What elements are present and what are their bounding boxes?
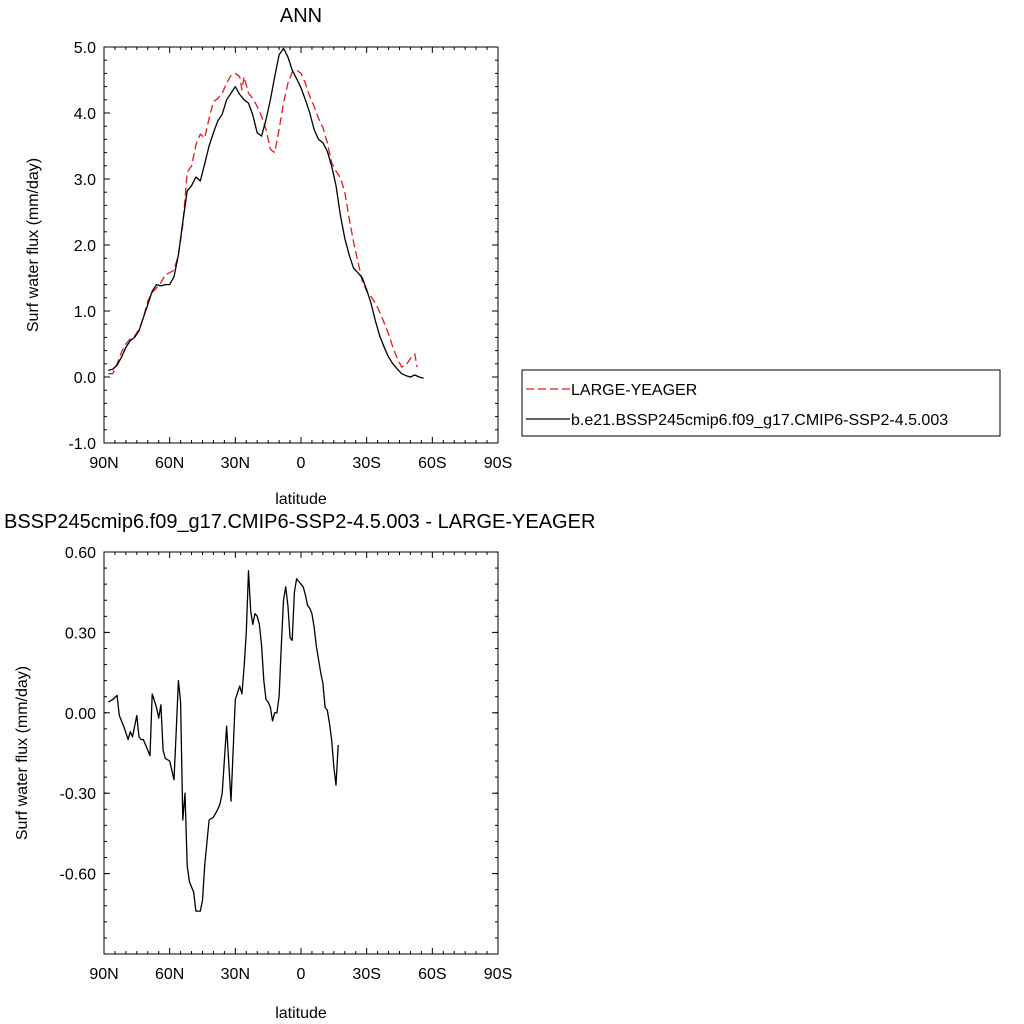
y-tick-label: 2.0	[74, 238, 96, 255]
chart-title: BSSP245cmip6.f09_g17.CMIP6-SSP2-4.5.003 …	[4, 511, 595, 533]
x-tick-label: 60S	[418, 966, 446, 983]
x-tick-label: 60N	[155, 455, 184, 472]
y-axis-label: Surf water flux (mm/day)	[25, 158, 42, 332]
x-tick-label: 0	[297, 966, 306, 983]
plot-frame	[103, 551, 499, 955]
x-tick-label: 90S	[484, 455, 512, 472]
x-tick-label: 30S	[352, 966, 380, 983]
legend-label-0: LARGE-YEAGER	[571, 382, 697, 399]
series-line-0	[108, 570, 339, 912]
top-panel: 90N 60N 30N 0 30S 60S 90S -1.0 0.0 1.0 2.0 3.0 4.0 5.…	[25, 5, 1001, 508]
y-tick-label: -0.30	[60, 786, 97, 803]
x-tick-label: 60S	[418, 455, 446, 472]
x-tick-label: 60N	[155, 966, 184, 983]
y-tick-label: -0.60	[60, 867, 97, 884]
x-tick-label: 0	[297, 455, 306, 472]
y-tick-label: 1.0	[74, 304, 96, 321]
y-tick-label: 0.0	[74, 370, 96, 387]
bottom-panel: 90N 60N 30N 0 30S 60S 90S -0.60 -0.30 0.00 0.30 0.6…	[4, 511, 595, 1022]
x-tick-label: 30S	[352, 455, 380, 472]
series-line-0	[108, 69, 418, 375]
chart-title: ANN	[280, 5, 322, 27]
x-tick-label: 90N	[89, 455, 118, 472]
y-axis-label: Surf water flux (mm/day)	[14, 666, 31, 840]
legend-box	[521, 369, 1001, 437]
y-tick-label: 0.60	[65, 545, 96, 562]
y-tick-label: 4.0	[74, 106, 96, 123]
y-tick-label: 0.00	[65, 706, 96, 723]
y-tick-label: -1.0	[68, 436, 96, 453]
x-axis-label: latitude	[275, 491, 327, 508]
x-axis-label: latitude	[275, 1005, 327, 1022]
x-tick-label: 30N	[221, 966, 250, 983]
y-tick-label: 3.0	[74, 172, 96, 189]
plot-frame	[103, 46, 499, 444]
y-tick-label: 5.0	[74, 40, 96, 57]
x-tick-label: 30N	[221, 455, 250, 472]
x-tick-label: 90S	[484, 966, 512, 983]
x-tick-label: 90N	[89, 966, 118, 983]
legend-label-1: b.e21.BSSP245cmip6.f09_g17.CMIP6-SSP2-4.…	[571, 412, 948, 429]
legend: LARGE-YEAGER b.e21.BSSP245cmip6.f09_g17.C…	[521, 369, 1001, 437]
y-tick-label: 0.30	[65, 625, 96, 642]
series-line-1	[108, 47, 424, 379]
